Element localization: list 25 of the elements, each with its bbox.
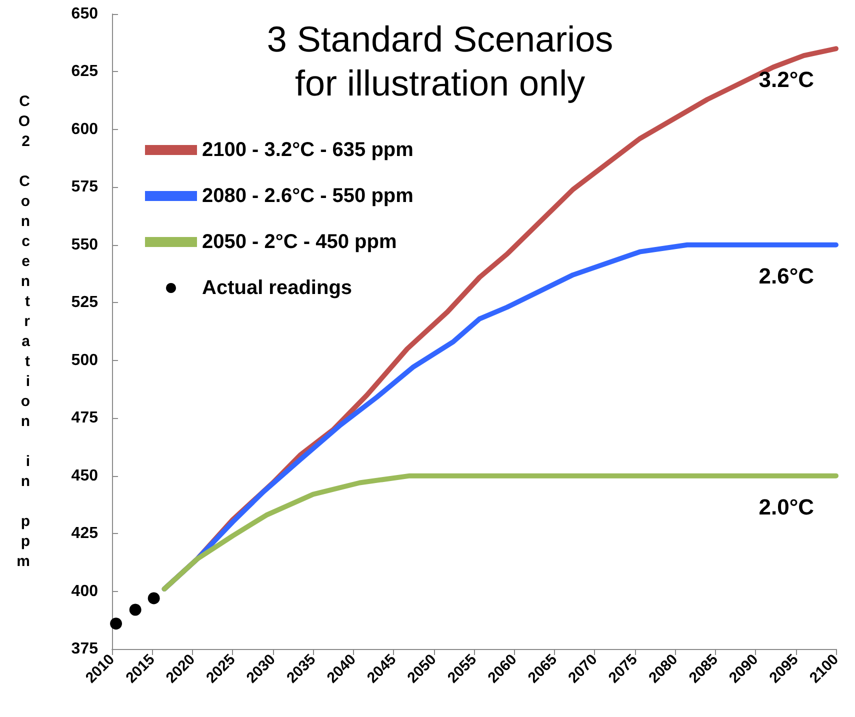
y-tick-label: 400: [71, 582, 98, 600]
y-tick-label: 500: [71, 352, 98, 369]
legend-label: 2100 - 3.2°C - 635 ppm: [202, 139, 414, 161]
y-tick-label: 425: [71, 525, 98, 542]
text: for illustration only: [294, 62, 586, 104]
annotation: 3.2°C: [758, 67, 814, 92]
point: [148, 592, 160, 604]
legend-label: 2050 - 2°C - 450 ppm: [202, 231, 397, 253]
annotation: 2.6°C: [758, 263, 814, 288]
annotation: 2.0°C: [758, 494, 814, 520]
y-tick-label: 625: [71, 63, 98, 80]
y-tick-label: 450: [71, 467, 98, 484]
legend-label: 2080 - 2.6°C - 550 ppm: [202, 185, 414, 207]
point: [129, 604, 142, 616]
y-tick-label: 575: [71, 178, 98, 196]
y-tick-label: 650: [71, 6, 98, 22]
text: CO2 Concentration in ppm: [16, 93, 30, 570]
y-tick-label: 375: [71, 640, 98, 658]
legend-label: Actual readings: [202, 277, 352, 299]
chart-title: 3 Standard Scenarios: [266, 18, 614, 60]
point: [110, 618, 122, 630]
y-tick-label: 550: [71, 236, 98, 254]
y-tick-label: 600: [71, 120, 98, 138]
y-tick-label: 525: [71, 294, 98, 312]
y-tick-label: 475: [71, 410, 98, 427]
